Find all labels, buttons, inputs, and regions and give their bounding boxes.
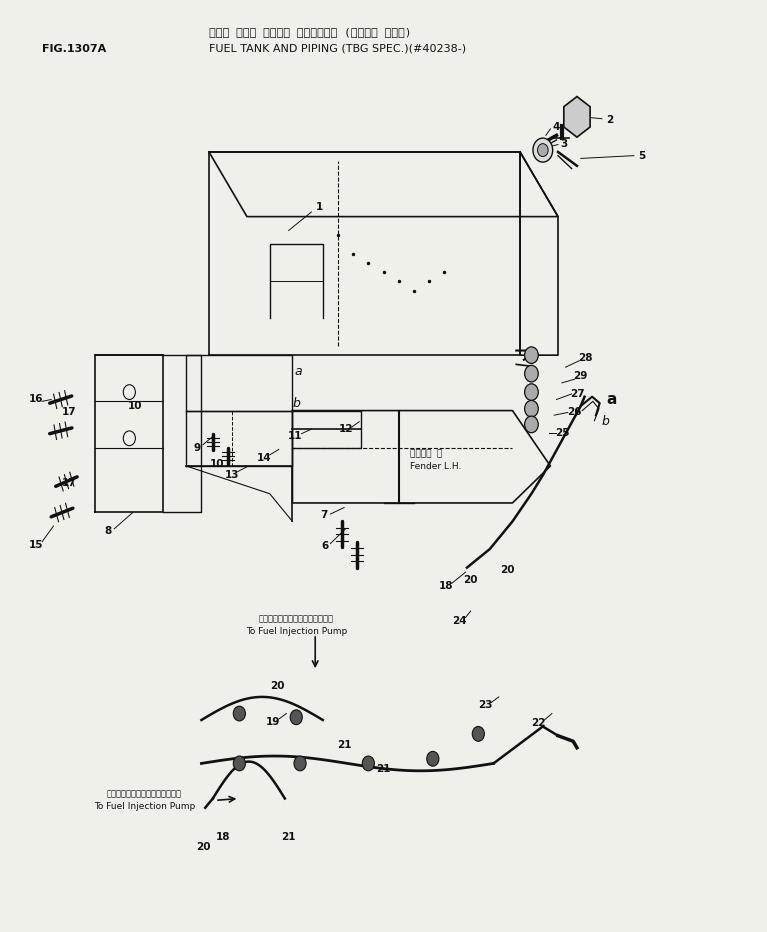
Text: 21: 21 [377,764,390,774]
Text: FIG.1307A: FIG.1307A [42,44,107,54]
Text: 5: 5 [638,151,645,160]
Text: 21: 21 [337,740,351,750]
Text: 16: 16 [29,393,43,404]
Circle shape [525,401,538,417]
Text: FUEL TANK AND PIPING (TBG SPEC.)(#40238-): FUEL TANK AND PIPING (TBG SPEC.)(#40238-… [209,44,466,54]
Text: 7: 7 [321,510,328,520]
Text: a: a [295,365,302,378]
Text: 22: 22 [531,718,545,728]
Circle shape [426,751,439,766]
Polygon shape [564,97,590,137]
Text: 10: 10 [209,459,224,469]
Circle shape [533,138,553,162]
Text: 20: 20 [270,681,285,691]
Circle shape [233,706,245,721]
Text: 6: 6 [321,541,329,552]
Circle shape [525,347,538,363]
Text: 14: 14 [256,453,271,462]
Text: 20: 20 [196,842,210,852]
Text: To Fuel Injection Pump: To Fuel Injection Pump [245,627,347,636]
Circle shape [538,144,548,157]
Circle shape [362,756,374,771]
Text: 28: 28 [578,353,593,363]
Text: 17: 17 [61,477,76,487]
Text: フェルインジェクションポンプヘ: フェルインジェクションポンプヘ [107,789,182,799]
Circle shape [525,416,538,432]
Text: 18: 18 [216,832,230,843]
Text: 11: 11 [288,432,303,442]
Text: a: a [606,392,617,407]
Text: 27: 27 [571,389,585,399]
Text: 26: 26 [567,407,581,418]
Text: 15: 15 [29,540,43,550]
Text: 19: 19 [265,717,280,727]
Text: 13: 13 [225,471,239,480]
Text: フェル タンク オヨビ・ ハイピング・ (テビジー ショウ): フェル タンク オヨビ・ ハイピング・ (テビジー ショウ) [209,27,412,37]
Text: b: b [602,415,610,428]
Text: 18: 18 [439,581,453,591]
Text: 24: 24 [452,616,466,626]
Text: 1: 1 [315,202,323,212]
Text: 2: 2 [606,115,613,125]
Circle shape [525,365,538,382]
Text: 9: 9 [193,443,200,453]
Circle shape [233,756,245,771]
Text: 20: 20 [463,575,478,584]
Text: 25: 25 [555,428,570,438]
Text: 29: 29 [574,372,588,381]
Circle shape [294,756,306,771]
Text: フェルインジェクションポンプヘ: フェルインジェクションポンプヘ [258,614,334,623]
Circle shape [525,384,538,401]
Text: 3: 3 [561,139,568,148]
Text: Fender L.H.: Fender L.H. [410,462,462,472]
Text: To Fuel Injection Pump: To Fuel Injection Pump [94,802,195,812]
Text: 23: 23 [478,700,492,710]
Text: 4: 4 [552,122,559,132]
Circle shape [290,710,302,724]
Circle shape [472,726,485,741]
Text: 17: 17 [61,407,76,418]
Text: フェンダ 左: フェンダ 左 [410,449,443,459]
Text: 10: 10 [128,401,143,411]
Text: b: b [292,397,300,410]
Text: 8: 8 [104,526,112,536]
Text: 20: 20 [500,566,515,575]
Text: 12: 12 [338,424,353,434]
Text: 21: 21 [281,832,296,843]
